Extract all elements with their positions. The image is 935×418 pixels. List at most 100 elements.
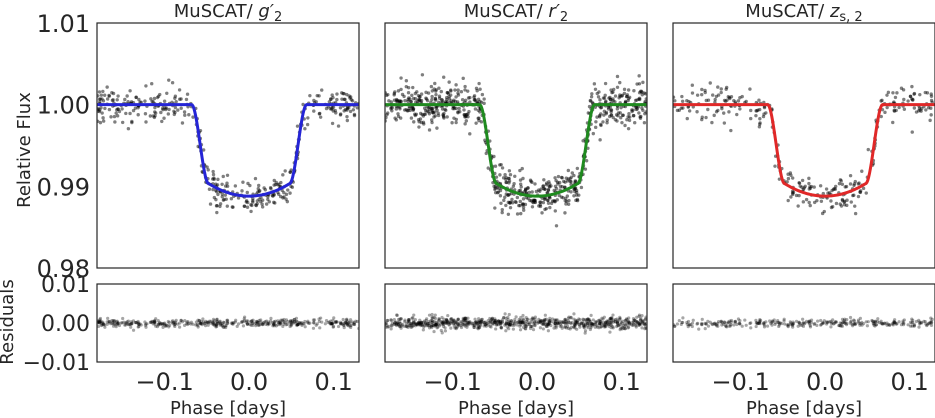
- flux-point: [218, 202, 223, 206]
- residual-point: [311, 318, 316, 322]
- residual-point: [777, 321, 782, 326]
- residual-point: [295, 319, 299, 324]
- flux-point: [221, 174, 225, 179]
- residual-point: [435, 322, 439, 327]
- residual-point: [687, 323, 691, 327]
- flux-point: [184, 97, 189, 102]
- residual-point: [874, 323, 879, 327]
- residual-point: [519, 323, 523, 327]
- panel-title-band: z: [829, 1, 840, 22]
- residual-point: [912, 322, 917, 327]
- residual-point: [572, 325, 576, 329]
- flux-point: [334, 111, 338, 115]
- residual-point: [195, 322, 199, 326]
- flux-point: [431, 110, 435, 115]
- residual-point: [911, 318, 915, 322]
- residual-point: [107, 319, 111, 324]
- residual-point: [517, 320, 521, 325]
- residual-point: [296, 322, 300, 327]
- residual-point: [635, 320, 639, 324]
- residual-point: [724, 324, 728, 328]
- residual-point: [524, 324, 528, 329]
- residual-point: [246, 322, 250, 326]
- residual-point: [420, 323, 424, 327]
- flux-point: [449, 89, 453, 93]
- residual-point: [314, 323, 318, 327]
- flux-point: [289, 184, 293, 189]
- residual-point: [489, 318, 493, 322]
- flux-point: [453, 99, 458, 104]
- flux-point: [520, 166, 524, 171]
- residual-point: [470, 321, 474, 325]
- residual-point: [240, 319, 244, 324]
- residual-point: [754, 324, 758, 329]
- residual-point: [460, 322, 464, 326]
- flux-point: [786, 176, 791, 181]
- residual-point: [288, 319, 292, 323]
- flux-point: [866, 147, 870, 152]
- residual-point: [852, 318, 856, 322]
- flux-point: [708, 81, 712, 85]
- flux-point: [498, 188, 503, 193]
- flux-point: [506, 212, 511, 217]
- residual-point: [419, 323, 424, 327]
- residual-point: [713, 322, 717, 327]
- residual-point: [613, 319, 617, 324]
- flux-point: [411, 85, 415, 90]
- flux-point: [569, 190, 573, 194]
- flux-point: [534, 189, 539, 194]
- flux-point: [518, 188, 522, 193]
- residual-point: [111, 320, 115, 324]
- residual-point: [930, 317, 934, 321]
- flux-point: [430, 118, 434, 122]
- flux-point: [722, 121, 727, 125]
- flux-point: [570, 171, 575, 175]
- flux-point: [519, 211, 523, 216]
- flux-point: [345, 106, 350, 111]
- flux-point: [406, 99, 410, 104]
- residual-point: [415, 323, 420, 327]
- residual-point: [129, 322, 134, 326]
- residual-point: [826, 320, 830, 324]
- flux-point: [272, 178, 276, 183]
- residual-point: [547, 322, 551, 326]
- residual-point: [881, 322, 885, 326]
- residual-point: [429, 319, 433, 323]
- residual-point: [506, 321, 510, 326]
- residual-point: [786, 322, 791, 327]
- residual-point: [579, 321, 583, 325]
- residual-point: [449, 321, 453, 325]
- residual-point: [394, 323, 399, 328]
- flux-point: [598, 138, 602, 142]
- residual-point: [471, 323, 475, 327]
- residual-point: [461, 322, 465, 326]
- flux-point: [160, 119, 164, 124]
- residual-point: [496, 319, 501, 323]
- flux-point: [182, 110, 187, 114]
- residual-point: [211, 321, 215, 325]
- residual-point: [603, 324, 607, 328]
- residual-point: [333, 321, 337, 325]
- residual-point: [644, 325, 647, 329]
- residual-point: [206, 320, 210, 324]
- flux-point: [483, 138, 487, 142]
- residual-point: [556, 322, 561, 326]
- residual-point: [545, 321, 549, 325]
- flux-point: [801, 200, 806, 204]
- flux-point: [628, 115, 632, 119]
- residual-point: [126, 319, 130, 323]
- residual-point: [532, 322, 536, 326]
- flux-point: [253, 176, 258, 181]
- flux-point: [929, 113, 933, 117]
- residual-point: [272, 320, 276, 324]
- flux-point: [457, 106, 461, 111]
- flux-point: [906, 99, 910, 103]
- residual-point: [594, 320, 598, 325]
- residual-point: [347, 324, 351, 328]
- residual-point: [406, 320, 410, 325]
- residual-point: [160, 321, 164, 326]
- residual-point: [434, 322, 438, 327]
- residual-point: [99, 319, 103, 323]
- x-tick-label: 0.0: [230, 368, 268, 396]
